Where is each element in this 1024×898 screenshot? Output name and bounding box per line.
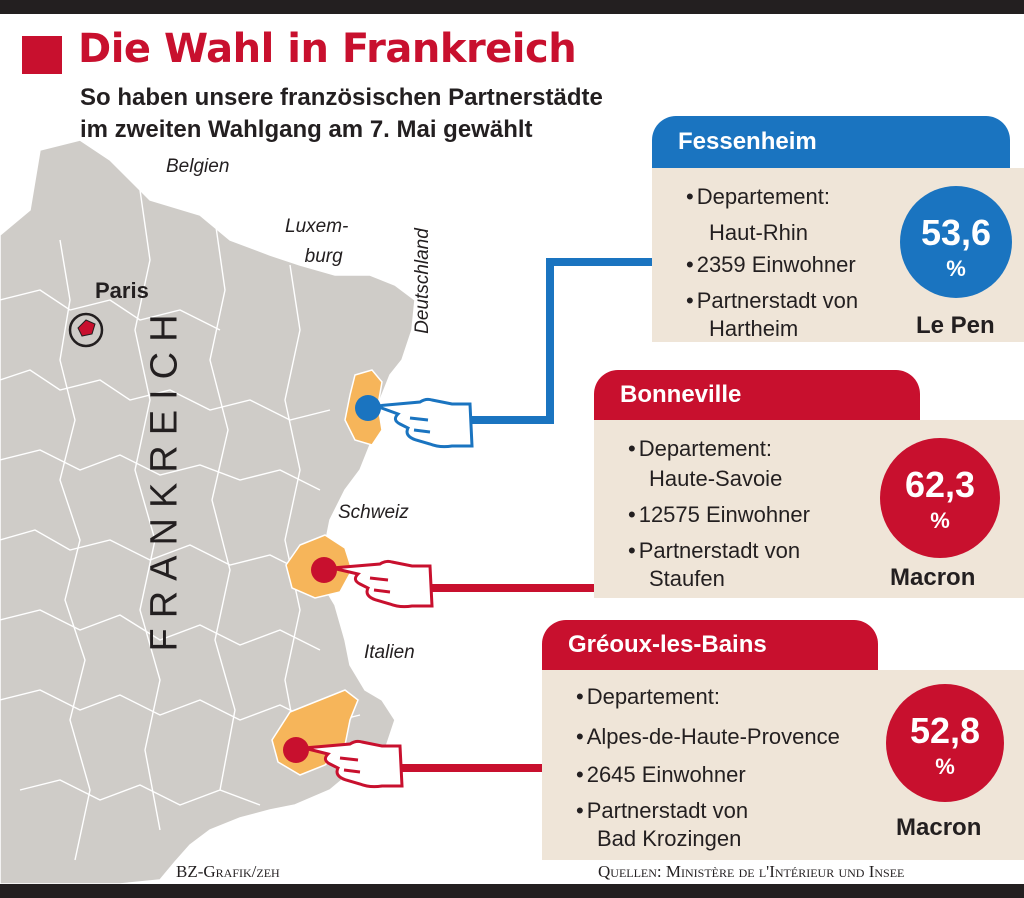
bonneville-winner: Macron (890, 564, 976, 591)
greoux-line-2: Alpes-de-Haute-Provence (576, 722, 840, 752)
greoux-winner: Macron (896, 814, 982, 841)
bottom-bar (0, 884, 1024, 898)
fessenheim-percent-sign: % (946, 256, 966, 281)
bonneville-line-2: Haute-Savoie (649, 466, 783, 491)
fessenheim-percent: 53,6 (920, 212, 992, 253)
credit-right: Quellen: Ministère de l'Intérieur und In… (598, 862, 905, 881)
page-title: Die Wahl in Frankreich (78, 26, 577, 72)
label-luxemburg: Luxem- burg (285, 212, 348, 272)
fessenheim-dot (355, 395, 381, 421)
greoux-line-4: Partnerstadt von (576, 796, 748, 826)
fessenheim-percent-badge: 53,6 % (900, 186, 1012, 298)
fessenheim-line-2: Haut-Rhin (709, 220, 809, 245)
fessenheim-winner: Le Pen (916, 312, 995, 339)
page-subtitle: So haben unsere französischen Partnerstä… (80, 82, 603, 146)
pointing-hand-red-1 (331, 559, 434, 609)
greoux-percent-sign: % (935, 754, 955, 779)
bonneville-line-1: Departement: (628, 434, 772, 464)
bonneville-percent: 62,3 (904, 464, 976, 505)
label-luxemburg-2: burg (304, 246, 343, 267)
greoux-percent-badge: 52,8 % (886, 684, 1004, 802)
greoux-line-5: Bad Krozingen (597, 826, 742, 851)
greoux-percent: 52,8 (909, 710, 981, 751)
fessenheim-line-5: Hartheim (709, 316, 799, 341)
bonneville-dot (311, 557, 337, 583)
label-schweiz: Schweiz (338, 502, 409, 523)
bonneville-percent-sign: % (930, 508, 950, 533)
bonneville-line-3: 12575 Einwohner (628, 500, 810, 530)
label-paris: Paris (95, 278, 149, 303)
card-greoux-header: Gréoux-les-Bains (542, 620, 878, 670)
credit-left: BZ-Grafik/zeh (176, 862, 280, 881)
greoux-dot (283, 737, 309, 763)
label-belgien: Belgien (166, 156, 230, 177)
pointing-hand-blue (375, 397, 474, 449)
pointing-hand-red-2 (303, 739, 404, 789)
label-luxemburg-1: Luxem- (285, 216, 349, 237)
label-italien: Italien (364, 642, 415, 663)
bonneville-line-4: Partnerstadt von (628, 536, 800, 566)
bonneville-percent-badge: 62,3 % (880, 438, 1000, 558)
subtitle-line-1: So haben unsere französischen Partnerstä… (80, 84, 603, 111)
bonneville-line-5: Staufen (649, 566, 725, 591)
top-bar (0, 0, 1024, 14)
fessenheim-line-1: Departement: (686, 182, 830, 212)
fessenheim-line-4: Partnerstadt von (686, 286, 858, 316)
card-bonneville-header: Bonneville (594, 370, 920, 420)
label-frankreich: FRANKREICH (143, 304, 186, 652)
card-fessenheim-header: Fessenheim (652, 116, 1010, 168)
greoux-line-3: 2645 Einwohner (576, 760, 746, 790)
label-deutschland: Deutschland (411, 228, 433, 334)
fessenheim-line-3: 2359 Einwohner (686, 250, 856, 280)
title-square-icon (22, 36, 62, 74)
greoux-line-1: Departement: (576, 682, 720, 712)
subtitle-line-2: im zweiten Wahlgang am 7. Mai gewählt (80, 116, 533, 143)
fessenheim-connector (470, 258, 652, 424)
